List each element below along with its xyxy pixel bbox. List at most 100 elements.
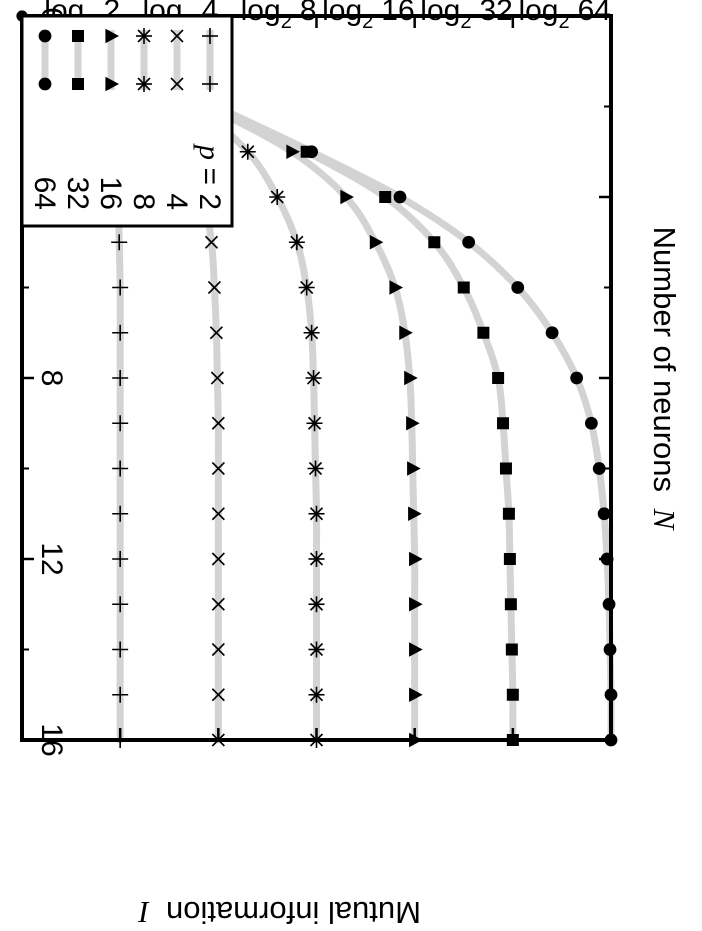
legend-marker-a-p32	[72, 30, 84, 42]
point-p8-n8	[305, 370, 322, 386]
point-p4-n13	[211, 597, 225, 611]
legend-value: 64	[28, 177, 61, 210]
point-p8-n13	[308, 596, 325, 613]
point-p8-n15	[308, 686, 325, 703]
point-p8-n9	[306, 415, 323, 432]
point-p64-n10	[592, 462, 606, 475]
point-p4-n12	[211, 552, 225, 566]
legend-value: 4	[160, 193, 193, 210]
point-p16-n6	[389, 280, 404, 295]
y-tick-label-8: log2 8	[241, 0, 317, 33]
x-axis-label-text: Number of neurons	[647, 227, 682, 492]
log-text: log	[241, 0, 281, 27]
legend-marker-b-p2	[202, 76, 218, 92]
legend-marker-b-p64	[38, 77, 52, 91]
point-p32-n8	[492, 372, 505, 384]
point-p2-n13	[112, 596, 129, 613]
point-p16-n11	[408, 506, 422, 521]
log-base: 2	[281, 11, 292, 33]
point-p32-n9	[497, 417, 510, 430]
legend-marker-b-p16	[105, 76, 119, 92]
point-p32-n12	[503, 553, 516, 565]
legend-value: 8	[127, 193, 160, 210]
point-p32-n10	[499, 462, 512, 475]
y-axis-label-text: Mutual information	[166, 895, 421, 930]
point-p8-n4	[269, 189, 286, 205]
legend-value: 16	[94, 177, 127, 210]
y-tick-label-64: log2 64	[518, 0, 611, 33]
log-arg: 32	[479, 0, 512, 27]
point-p8-n11	[308, 505, 325, 522]
point-p2-n7	[112, 324, 129, 341]
point-p16-n14	[409, 642, 423, 657]
point-p4-n5	[204, 235, 219, 249]
point-p32-n4	[379, 191, 392, 203]
point-p4-n8	[210, 371, 224, 385]
point-p64-n11	[597, 507, 611, 521]
legend-marker-a-p2	[202, 28, 218, 44]
legend-marker-b-p4	[170, 77, 184, 91]
point-p16-n7	[399, 325, 413, 340]
point-p16-n13	[409, 597, 423, 612]
legend-label-p32: 32	[61, 177, 94, 210]
log-arg: 16	[381, 0, 414, 27]
legend-value: 2	[193, 193, 226, 210]
x-tick-label-8: 8	[35, 370, 68, 387]
point-p2-n8	[112, 370, 129, 386]
point-p32-n5	[428, 236, 441, 249]
point-p2-n14	[112, 641, 129, 658]
y-tick-label-16: log2 16	[322, 0, 415, 33]
y-axis-title: Mutual information I	[137, 895, 421, 930]
point-p64-n9	[584, 416, 598, 430]
point-p8-n10	[307, 460, 324, 477]
log-base: 2	[362, 11, 373, 33]
legend-marker-a-p64	[38, 29, 52, 43]
log-text: log	[322, 0, 362, 27]
y-tick-label-32: log2 32	[420, 0, 513, 33]
point-p64-n8	[570, 371, 584, 385]
point-p64-n5	[462, 235, 476, 249]
point-p8-n3	[239, 143, 256, 160]
point-p4-n10	[211, 461, 225, 476]
point-p16-n3	[286, 144, 300, 159]
log-text: log	[518, 0, 558, 27]
x-tick-label-16: 16	[35, 723, 68, 756]
x-axis-variable: N	[647, 508, 682, 532]
y-axis-variable: I	[137, 895, 150, 930]
point-p8-n14	[308, 641, 325, 658]
point-p4-n7	[209, 326, 223, 340]
point-p4-n14	[211, 642, 225, 657]
point-p32-n7	[477, 326, 490, 339]
log-arg: 64	[578, 0, 611, 27]
point-p8-n12	[308, 551, 325, 567]
legend-marker-a-p16	[105, 28, 119, 44]
log-text: log	[420, 0, 460, 27]
point-p16-n5	[369, 235, 384, 250]
point-p2-n12	[112, 551, 129, 567]
point-p64-n6	[511, 281, 525, 294]
point-p16-n4	[340, 189, 354, 205]
log-base: 2	[460, 11, 471, 33]
point-p64-n3	[305, 145, 318, 159]
point-p32-n14	[505, 643, 518, 656]
log-base: 2	[559, 11, 570, 33]
point-p2-n6	[112, 279, 129, 296]
point-p16-n12	[409, 551, 423, 567]
point-p32-n6	[457, 281, 470, 294]
point-p32-n15	[506, 688, 519, 701]
point-p2-n9	[112, 415, 129, 432]
legend-marker-a-p4	[170, 29, 184, 43]
point-p16-n9	[406, 416, 420, 431]
point-p16-n10	[407, 461, 421, 476]
legend-label-p8: 8	[127, 193, 160, 210]
point-p16-n8	[404, 370, 418, 386]
x-tick-label-12: 12	[35, 542, 68, 575]
legend-prefix: p	[193, 143, 226, 168]
legend-marker-b-p32	[72, 78, 84, 90]
legend-marker-a-p8	[136, 28, 152, 44]
